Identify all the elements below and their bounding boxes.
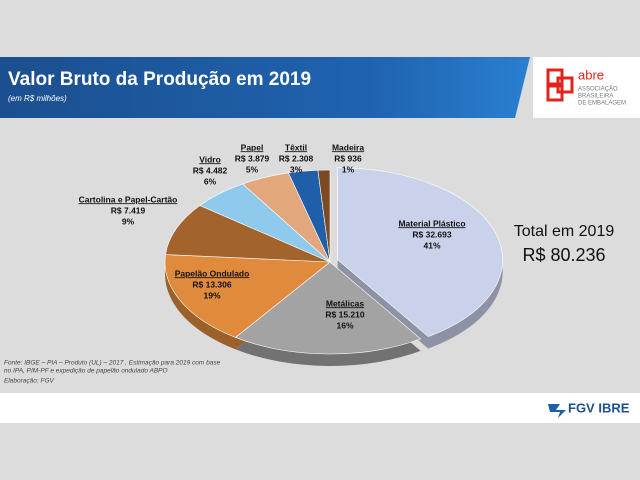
slice-share: 41% — [423, 240, 440, 250]
logo-line: BRASILEIRA — [578, 94, 613, 100]
slice — [164, 254, 331, 338]
slice — [165, 205, 331, 263]
slice-name: Papel — [241, 142, 264, 152]
total-value: R$ 80.236 — [522, 245, 605, 265]
slice-name: Papelão Ondulado — [175, 268, 250, 278]
slice-name: Cartolina e Papel-Cartão — [79, 194, 178, 204]
slice — [317, 169, 331, 263]
slice-value: R$ 3.879 — [235, 153, 270, 163]
slice — [234, 261, 422, 355]
slice-share: 6% — [204, 176, 217, 186]
slice-value: R$ 2.308 — [279, 153, 314, 163]
slice-name: Madeira — [332, 142, 364, 152]
slice-value: R$ 15.210 — [325, 309, 364, 319]
pie — [164, 167, 503, 355]
slice-share: 3% — [290, 164, 303, 174]
footer-band — [0, 393, 640, 423]
slice-value: R$ 4.482 — [193, 165, 228, 175]
slice-share: 16% — [336, 320, 353, 330]
slice-value: R$ 7.419 — [111, 205, 146, 215]
slice-name: Vidro — [199, 154, 221, 164]
header-band — [0, 57, 530, 118]
subtitle: (em R$ milhões) — [8, 94, 67, 103]
slice-share: 5% — [246, 164, 259, 174]
total-label: Total em 2019 — [514, 223, 615, 240]
slice-name: Têxtil — [285, 142, 307, 152]
footer-brand: FGV IBRE — [568, 400, 630, 415]
logo-line: DE EMBALAGEM — [578, 101, 626, 107]
slice-share: 9% — [122, 216, 135, 226]
note: Elaboração: FGV — [4, 378, 55, 385]
footer-icon — [548, 404, 566, 418]
logo-line: ASSOCIAÇÃO — [578, 86, 618, 93]
note: Fonte: IBGE – PIA – Produto (UL) – 2017 … — [4, 360, 221, 367]
slice-value: R$ 13.306 — [192, 279, 231, 289]
slice-name: Metálicas — [326, 298, 365, 308]
logo-icon — [546, 68, 574, 102]
title: Valor Bruto da Produção em 2019 — [8, 69, 311, 90]
slice-share: 19% — [203, 290, 220, 300]
logo-name: abre — [578, 67, 604, 82]
slice-share: 1% — [342, 164, 355, 174]
note: no IPA, PIM-PF e expedição de papelão on… — [4, 368, 168, 375]
slice — [337, 167, 503, 337]
slice-value: R$ 936 — [334, 153, 362, 163]
slice-name: Material Plástico — [398, 218, 465, 228]
slice-value: R$ 32.693 — [412, 229, 451, 239]
